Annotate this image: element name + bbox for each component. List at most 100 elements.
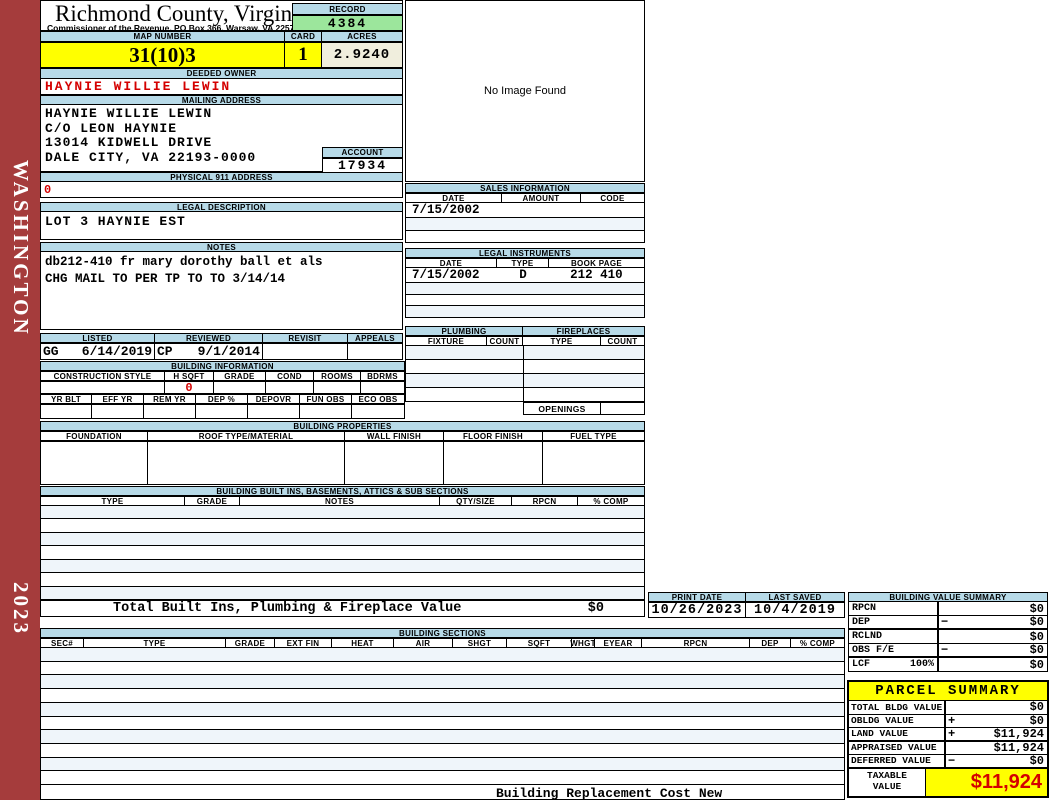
section-dep-label: DEP xyxy=(750,638,791,648)
empty-row xyxy=(41,744,844,758)
legal-instrument-row xyxy=(406,295,644,307)
built-ins-grade-label: GRADE xyxy=(185,496,240,506)
ps-total-bldg-label: TOTAL BLDG VALUE xyxy=(849,701,946,714)
bvs-rclnd-label: RCLND xyxy=(852,631,883,642)
ps-taxable-value-cell: $11,924 xyxy=(926,768,1047,796)
acres-value: 2.9240 xyxy=(322,42,403,68)
empty-row xyxy=(41,689,844,703)
building-properties-values xyxy=(40,441,645,485)
bvs-dep-value: $0 xyxy=(1029,615,1044,629)
account-value: 17934 xyxy=(322,158,403,173)
bvs-row-dep: DEP − $0 xyxy=(849,615,1047,630)
empty-row xyxy=(41,648,844,662)
bvs-obs-value: $0 xyxy=(1029,643,1044,657)
bvs-dep-label: DEP xyxy=(852,616,871,628)
built-ins-comp-label: % COMP xyxy=(578,496,645,506)
building-information-title: BUILDING INFORMATION xyxy=(40,361,405,371)
empty-row xyxy=(41,662,844,676)
appeals-label: APPEALS xyxy=(348,333,403,343)
ps-land-value: $11,924 xyxy=(993,726,1044,741)
building-sections-rows xyxy=(40,648,845,785)
effyr-label: EFF YR xyxy=(92,394,144,404)
revisit-value xyxy=(263,343,348,360)
dep-pct-label: DEP % xyxy=(196,394,248,404)
map-header-row: MAP NUMBER CARD ACRES xyxy=(40,31,403,42)
heat-label: HEAT xyxy=(332,638,394,648)
sales-row: 7/15/2002 xyxy=(406,203,644,218)
plumbing-title: PLUMBING xyxy=(405,326,523,336)
empty-row xyxy=(41,573,644,587)
sec-num-label: SEC# xyxy=(40,638,84,648)
li-date-value: 7/15/2002 xyxy=(412,268,480,282)
building-info-style-values: 0 xyxy=(40,381,405,395)
bvs-lcf-value: $0 xyxy=(1029,657,1044,672)
empty-row xyxy=(41,519,644,533)
fuel-type-value xyxy=(543,441,645,485)
last-saved-value: 10/4/2019 xyxy=(746,602,845,618)
construction-style-label: CONSTRUCTION STYLE xyxy=(40,371,165,381)
built-ins-notes-label: NOTES xyxy=(240,496,440,506)
foundation-value xyxy=(40,441,148,485)
district-label: WASHINGTON xyxy=(9,160,33,337)
roof-type-label: ROOF TYPE/MATERIAL xyxy=(148,431,345,441)
ps-row-land: LAND VALUE + $11,924 xyxy=(849,726,1047,742)
bvs-rclnd-value: $0 xyxy=(1029,629,1044,644)
legal-instrument-row xyxy=(406,283,644,295)
li-bookpage-label: BOOK PAGE xyxy=(549,258,645,268)
review-header-row: LISTED REVIEWED REVISIT APPEALS xyxy=(40,333,403,343)
print-date-value: 10/26/2023 xyxy=(648,602,746,618)
plumbing-fireplaces-titles: PLUMBING FIREPLACES xyxy=(405,326,645,336)
openings-value xyxy=(601,402,645,415)
listed-by: GG xyxy=(43,344,59,359)
building-info-year-headers: YR BLT EFF YR REM YR DEP % DEPOVR FUN OB… xyxy=(40,394,405,404)
ps-land-label: LAND VALUE xyxy=(849,728,946,740)
rooms-label: ROOMS xyxy=(314,371,361,381)
ps-total-bldg-value: $0 xyxy=(1029,700,1044,715)
built-ins-title: BUILDING BUILT INS, BASEMENTS, ATTICS & … xyxy=(40,486,645,496)
building-properties-headers: FOUNDATION ROOF TYPE/MATERIAL WALL FINIS… xyxy=(40,431,645,441)
bvs-rpcn-label: RPCN xyxy=(852,603,877,614)
appeals-value xyxy=(348,343,403,360)
card-value: 1 xyxy=(285,42,322,68)
legal-instrument-row xyxy=(406,306,644,318)
built-ins-rpcn-label: RPCN xyxy=(512,496,578,506)
bdrms-label: BDRMS xyxy=(361,371,405,381)
building-properties-title: BUILDING PROPERTIES xyxy=(40,421,645,431)
fireplace-count-label: COUNT xyxy=(601,336,645,346)
built-ins-empty-rows xyxy=(40,506,645,600)
floor-finish-value xyxy=(444,441,543,485)
mailing-line: C/O LEON HAYNIE xyxy=(45,120,178,136)
hsqft-value: 0 xyxy=(165,381,214,395)
listed-date: 6/14/2019 xyxy=(81,344,152,359)
physical-911-label: PHYSICAL 911 ADDRESS xyxy=(40,172,403,182)
air-label: AIR xyxy=(394,638,453,648)
footer-text: Building Replacement Cost New xyxy=(496,786,723,800)
grade-label: GRADE xyxy=(214,371,266,381)
empty-row xyxy=(41,586,644,599)
notes-label: NOTES xyxy=(40,242,403,252)
ps-taxable-label: TAXABLE VALUE xyxy=(849,768,926,796)
empty-row xyxy=(41,702,844,717)
hsqft-label: H SQFT xyxy=(165,371,214,381)
empty-row xyxy=(406,374,644,388)
record-label: RECORD xyxy=(292,3,403,15)
effyr-value xyxy=(92,404,144,419)
ps-taxable-value: $11,924 xyxy=(970,770,1042,793)
empty-row xyxy=(406,360,644,374)
funobs-value xyxy=(300,404,352,419)
property-image-placeholder: No Image Found xyxy=(405,0,645,182)
rooms-value xyxy=(314,381,361,394)
section-type-label: TYPE xyxy=(84,638,226,648)
map-number-value: 31(10)3 xyxy=(40,42,285,68)
map-number-label: MAP NUMBER xyxy=(40,31,285,42)
print-value-row: 10/26/2023 10/4/2019 xyxy=(648,602,845,618)
reviewed-value: CP 9/1/2014 xyxy=(155,343,263,360)
bvs-row-lcf: LCF 100% $0 xyxy=(849,658,1047,672)
mailing-line: 13014 KIDWELL DRIVE xyxy=(45,135,213,150)
empty-row xyxy=(41,546,644,560)
reviewed-date: 9/1/2014 xyxy=(197,344,260,359)
legal-instrument-row: 7/15/2002 D 212 410 xyxy=(406,268,644,283)
sales-amount-label: AMOUNT xyxy=(502,193,581,203)
deeded-owner-name: HAYNIE WILLIE LEWIN xyxy=(40,79,403,95)
acres-label: ACRES xyxy=(322,31,403,42)
